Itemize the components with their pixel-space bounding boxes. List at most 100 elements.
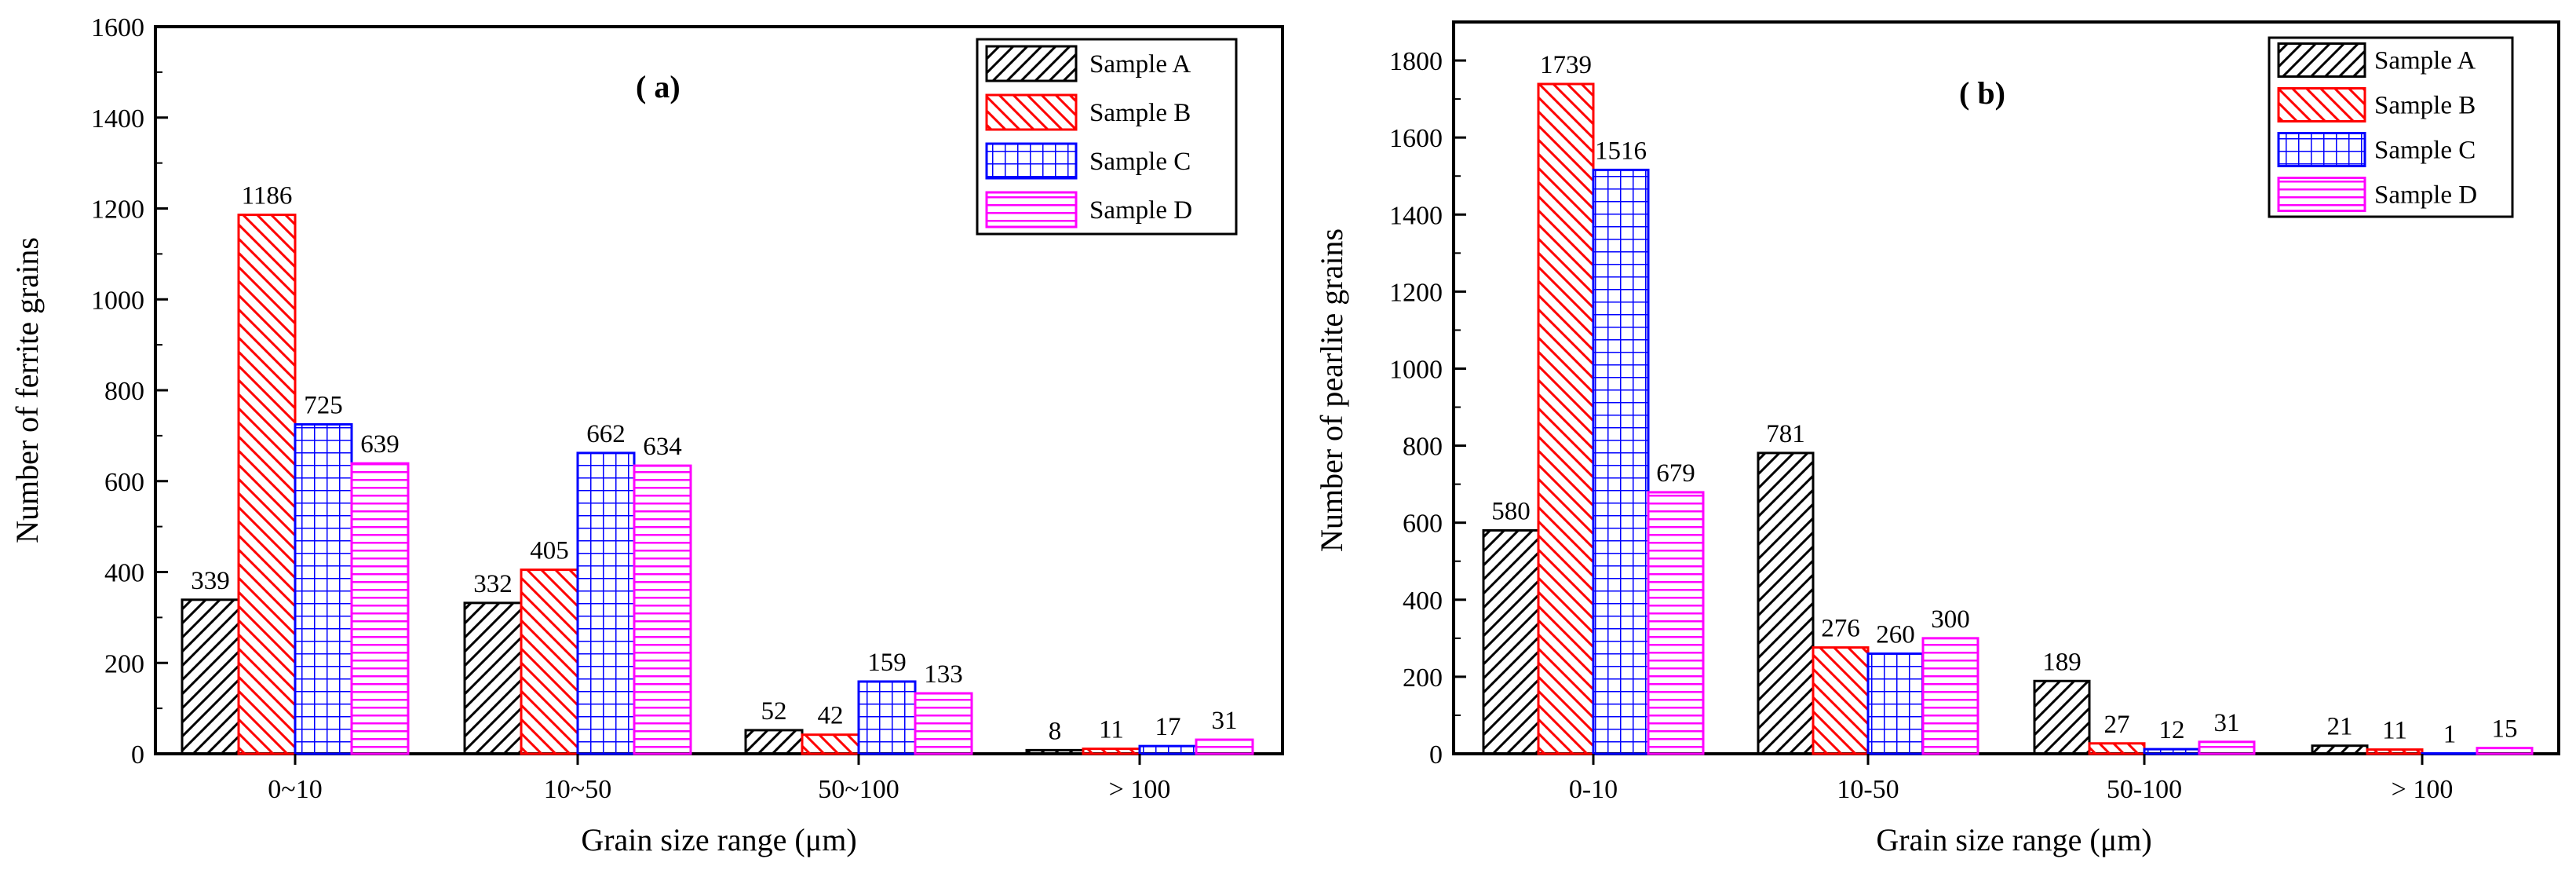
panel-a-legend: Sample A Sample B Sample C Sample D <box>976 38 1238 236</box>
panel-a-data-label: 11 <box>1099 716 1124 744</box>
panel-b-legend-swatch <box>2277 87 2366 122</box>
panel-b-data-label: 27 <box>2104 711 2130 739</box>
panel-b-y-tick-label: 1800 <box>1389 47 1443 76</box>
panel-a: 0 200 400 600 800 1000 1200 1400 1600 339 1186 725 6… <box>9 13 1284 857</box>
panel-b-legend-label: Sample D <box>2374 181 2477 210</box>
panel-a-y-tick-label: 0 <box>131 740 144 770</box>
panel-a-y-tick-label: 600 <box>104 468 144 497</box>
panel-b-data-label: 12 <box>2159 716 2185 744</box>
panel-a-bar-sample-a <box>744 729 804 755</box>
panel-b-bar-sample-d <box>2198 740 2256 755</box>
panel-a-y-tick-label: 1200 <box>91 196 144 225</box>
panel-a-data-label: 52 <box>761 697 787 726</box>
panel-a-data-label: 662 <box>586 420 626 448</box>
panel-b-y-tick-label: 1600 <box>1389 124 1443 153</box>
panel-b-bar-sample-d <box>2476 747 2534 755</box>
panel-b-legend-swatch <box>2277 42 2366 78</box>
panel-a-data-label: 634 <box>643 433 682 461</box>
panel-a-legend-label: Sample D <box>1089 196 1192 225</box>
panel-b-legend-label: Sample B <box>2374 92 2476 120</box>
panel-b-data-label: 21 <box>2327 713 2353 741</box>
panel-b-y-tick-label: 800 <box>1403 433 1443 462</box>
panel-b-data-label: 1739 <box>1540 51 1592 79</box>
panel-b-data-label: 260 <box>1876 620 1915 649</box>
panel-b-data-label: 580 <box>1491 497 1531 525</box>
panel-b-data-label: 276 <box>1821 615 1860 643</box>
panel-b-bar-sample-d <box>1647 491 1705 755</box>
panel-a-y-axis-title: Number of ferrite grains <box>9 237 45 543</box>
panel-b-bar-sample-a <box>2033 679 2091 755</box>
panel-a-bar-sample-a <box>181 598 240 755</box>
panel-b-data-label: 679 <box>1656 459 1695 488</box>
panel-a-bar-sample-a <box>1025 748 1085 755</box>
panel-a-data-label: 42 <box>818 702 844 730</box>
panel-a-data-label: 133 <box>924 660 963 689</box>
panel-a-legend-swatch <box>985 45 1078 82</box>
panel-a-data-label: 405 <box>530 537 569 565</box>
panel-b-data-label: 31 <box>2214 709 2240 737</box>
panel-b-bar-sample-d <box>1921 637 1979 755</box>
panel-a-bar-sample-c <box>576 451 636 755</box>
panel-a-label: ( a) <box>636 69 680 104</box>
panel-a-bar-sample-b <box>801 733 860 755</box>
panel-b-bar-sample-b <box>1812 646 1870 755</box>
panel-b-y-tick-label: 1000 <box>1389 355 1443 384</box>
panel-a-data-label: 725 <box>304 391 343 419</box>
panel-b-y-tick-label: 0 <box>1429 740 1443 770</box>
panel-a-data-label: 8 <box>1049 717 1062 745</box>
panel-a-legend-label: Sample A <box>1089 50 1191 79</box>
panel-a-bar-sample-d <box>914 692 973 755</box>
panel-b-bar-sample-b <box>1537 82 1595 755</box>
panel-a-legend-frame <box>976 38 1238 236</box>
panel-b-data-label: 15 <box>2492 715 2518 744</box>
panel-a-x-tick-label: 10~50 <box>544 775 611 804</box>
panel-b-bar-sample-b <box>2088 742 2146 755</box>
panel-a-bar-sample-a <box>463 601 523 755</box>
panel-a-legend-label: Sample B <box>1089 99 1191 127</box>
panel-a-x-tick-label: 0~10 <box>268 775 322 804</box>
panel-b-data-label: 189 <box>2042 648 2082 676</box>
panel-b-legend-frame <box>2268 36 2514 218</box>
panel-b-legend-swatch <box>2277 132 2366 167</box>
panel-b-legend-label: Sample A <box>2374 47 2476 75</box>
panel-b-data-label: 781 <box>1766 420 1805 448</box>
panel-b-data-label: 11 <box>2382 717 2407 745</box>
panel-a-y-tick-label: 1600 <box>91 13 144 42</box>
panel-b-bar-sample-a <box>1482 528 1540 755</box>
panel-a-legend-swatch <box>985 142 1078 180</box>
panel-a-bar-sample-d <box>633 464 692 755</box>
panel-b-y-tick-label: 1400 <box>1389 201 1443 230</box>
panel-a-data-label: 1186 <box>242 182 293 210</box>
panel-a-y-tick-label: 1000 <box>91 286 144 315</box>
panel-b-legend-swatch <box>2277 177 2366 212</box>
panel-a-legend-swatch <box>985 93 1078 131</box>
panel-b-y-axis-title: Number of pearlite grains <box>1314 228 1349 552</box>
panel-a-x-tick-label: > 100 <box>1109 775 1171 804</box>
panel-b-data-label: 1 <box>2443 721 2457 749</box>
panel-b-bar-sample-c <box>1866 652 1925 755</box>
panel-b-data-label: 1516 <box>1595 137 1647 165</box>
panel-a-data-label: 339 <box>191 567 230 595</box>
panel-a-data-label: 17 <box>1155 713 1181 741</box>
panel-b-bar-sample-c <box>2143 748 2201 755</box>
panel-a-bar-sample-b <box>1082 748 1141 755</box>
panel-a-legend-label: Sample C <box>1089 148 1191 176</box>
panel-a-data-label: 31 <box>1212 707 1238 735</box>
panel-b-y-tick-label: 400 <box>1403 587 1443 616</box>
panel-b-bar-sample-a <box>1757 451 1815 755</box>
panel-a-y-tick-label: 400 <box>104 559 144 588</box>
panel-a-data-label: 639 <box>360 430 400 459</box>
panel-b: 0 200 400 600 800 1000 1200 1400 1600 1800 580 1739… <box>1314 20 2560 857</box>
panel-a-y-tick-label: 1400 <box>91 104 144 133</box>
panel-a-bar-sample-c <box>1138 744 1198 755</box>
panel-b-y-tick-label: 600 <box>1403 510 1443 539</box>
panel-b-bar-sample-c <box>1592 168 1650 755</box>
panel-a-data-label: 332 <box>473 570 513 598</box>
panel-a-x-tick-label: 50~100 <box>818 775 899 804</box>
panel-a-legend-swatch <box>985 191 1078 228</box>
panel-a-bar-sample-c <box>857 680 917 755</box>
panel-a-bar-sample-d <box>1195 738 1254 755</box>
panel-a-data-label: 159 <box>867 649 907 677</box>
panel-b-legend: Sample A Sample B Sample C Sample D <box>2268 36 2514 218</box>
panel-b-y-tick-label: 1200 <box>1389 278 1443 307</box>
